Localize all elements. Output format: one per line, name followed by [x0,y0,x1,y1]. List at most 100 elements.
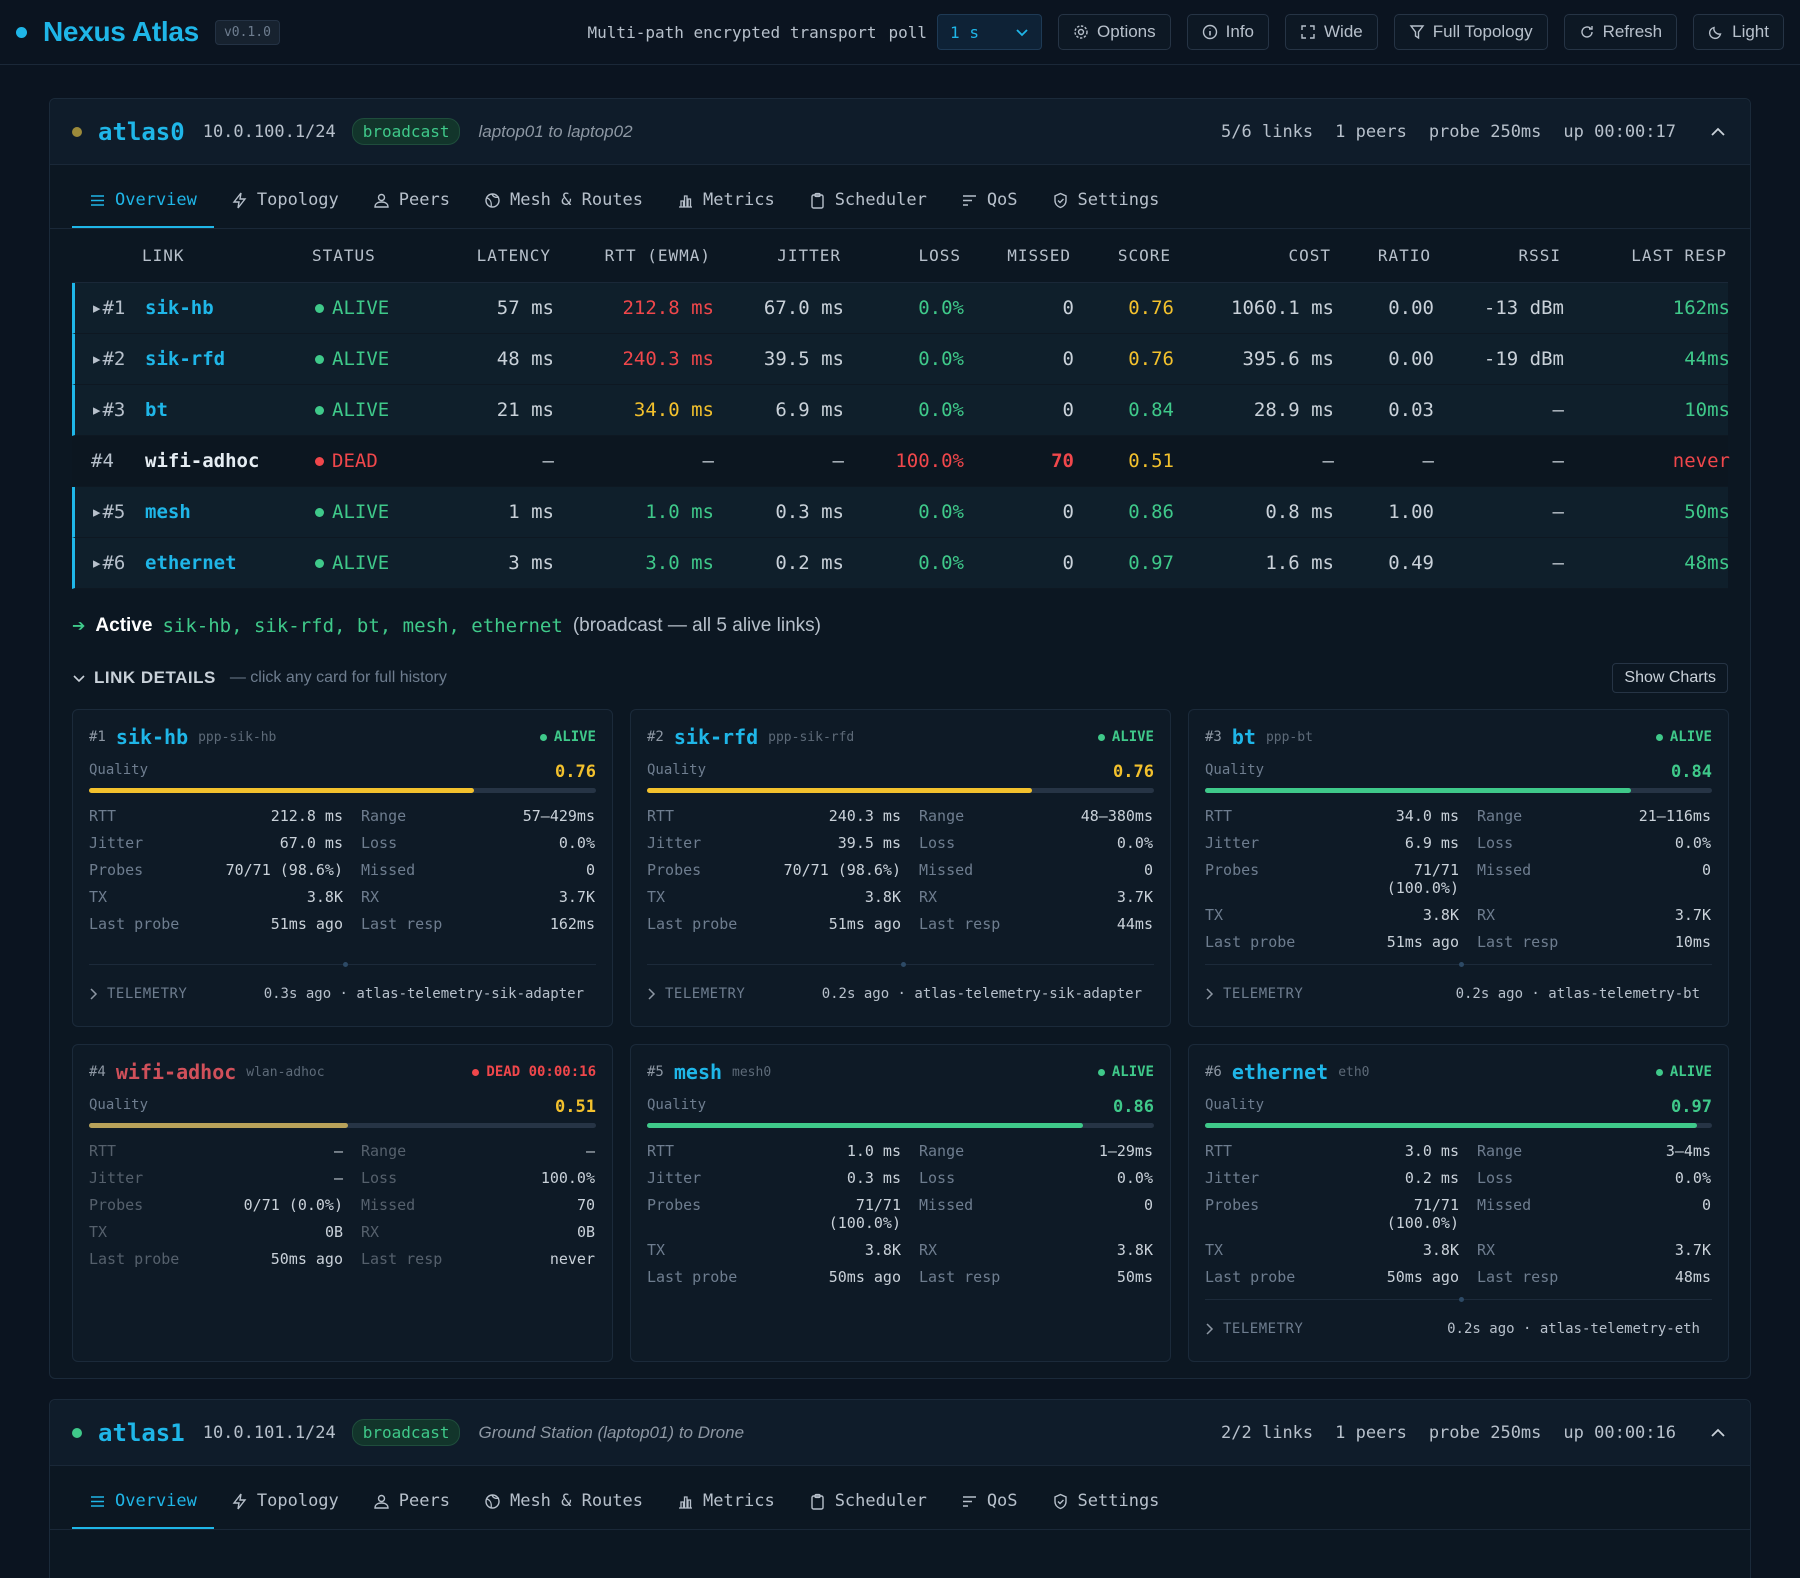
quality-bar-fill [1205,788,1631,793]
chevron-down-icon[interactable] [72,671,86,685]
globe-icon [485,1493,500,1509]
telemetry-source: 0.3s ago · atlas-telemetry-sik-adapter [263,986,584,1002]
kv-label: TX [647,888,666,906]
kv-label: Loss [361,1169,398,1187]
tab-peers[interactable]: Peers [356,190,467,228]
ratio-cell: 0.00 [1388,348,1434,370]
link-number: #4 [91,450,114,472]
links-table: LINK STATUS LATENCY RTT (EWMA) JITTER LO… [72,229,1730,589]
light-theme-button[interactable]: Light [1693,14,1784,50]
kv-label: Jitter [1205,834,1260,852]
tab-mesh-routes[interactable]: Mesh & Routes [467,1491,660,1529]
tab-label: Scheduler [834,190,927,210]
chevron-up-icon[interactable] [1708,122,1728,142]
link-card[interactable]: #6 ethernet eth0 ALIVE Quality 0.97 RTT … [1188,1044,1729,1362]
missed-value: 70 [576,1196,595,1214]
link-card[interactable]: #5 mesh mesh0 ALIVE Quality 0.86 RTT 1.0… [630,1044,1171,1362]
options-button[interactable]: Options [1058,14,1171,50]
column-header: RSSI [1518,246,1561,265]
link-card[interactable]: #2 sik-rfd ppp-sik-rfd ALIVE Quality 0.7… [630,709,1171,1027]
table-row[interactable]: ▸#6 ethernet ALIVE 3 ms 3.0 ms 0.2 ms 0.… [72,538,1730,589]
link-name: wifi-adhoc [145,450,260,472]
interface-tabs: Overview Topology Peers Mesh & Routes Me… [50,165,1750,229]
tab-mesh-routes[interactable]: Mesh & Routes [467,190,660,228]
link-card[interactable]: #3 bt ppp-bt ALIVE Quality 0.84 RTT 34.0… [1188,709,1729,1027]
tab-overview[interactable]: Overview [72,1491,214,1529]
tab-qos[interactable]: QoS [944,1491,1035,1529]
show-charts-button[interactable]: Show Charts [1612,663,1728,693]
table-row[interactable]: ▸#1 sik-hb ALIVE 57 ms 212.8 ms 67.0 ms … [72,283,1730,334]
last-resp-value: 162ms [549,915,595,933]
table-row[interactable]: #4 wifi-adhoc DEAD — — — 100.0% 70 0.51 … [72,436,1730,487]
kv-label: Loss [361,834,398,852]
missed-cell: 0 [1062,552,1074,574]
info-label: Info [1225,22,1254,41]
tab-topology[interactable]: Topology [214,190,356,228]
refresh-button[interactable]: Refresh [1563,14,1678,50]
link-card[interactable]: #4 wifi-adhoc wlan-adhoc DEAD 00:00:16 Q… [72,1044,613,1362]
range-value: 3–4ms [1665,1142,1711,1160]
tab-label: Overview [115,190,197,210]
jitter-value: 6.9 ms [1404,834,1459,852]
interface-header[interactable]: atlas0 10.0.100.1/24 broadcast laptop01 … [50,99,1750,165]
loss-value: 0.0% [1674,1169,1711,1187]
card-status-text: ALIVE [1111,729,1154,745]
kv-label: Range [1477,1142,1523,1160]
jitter-cell: — [832,450,844,472]
card-link-name: bt [1231,725,1256,749]
rtt-cell: 3.0 ms [645,552,714,574]
last-resp-value: never [549,1250,595,1268]
kv-label: TX [89,888,108,906]
tab-label: Topology [256,190,339,210]
quality-label: Quality [647,762,707,778]
clipboard-icon [810,192,824,209]
poll-select[interactable]: 1 s [937,14,1043,50]
card-device: eth0 [1338,1064,1370,1080]
table-row[interactable]: ▸#2 sik-rfd ALIVE 48 ms 240.3 ms 39.5 ms… [72,334,1730,385]
tab-settings[interactable]: Settings [1035,190,1177,228]
jitter-value: 67.0 ms [279,834,343,852]
table-row[interactable]: ▸#3 bt ALIVE 21 ms 34.0 ms 6.9 ms 0.0% 0… [72,385,1730,436]
kv-label: RTT [1205,807,1233,825]
gear-icon [1074,25,1088,39]
link-name: bt [145,399,168,421]
status-dot-icon [472,1068,480,1076]
tab-topology[interactable]: Topology [214,1491,356,1529]
status-dot-icon [315,405,324,415]
quality-bar [89,1123,596,1128]
full-topology-button[interactable]: Full Topology [1393,14,1548,50]
kv-label: Last probe [1205,933,1296,951]
tab-settings[interactable]: Settings [1035,1491,1177,1529]
tab-scheduler[interactable]: Scheduler [792,1491,944,1529]
interface-name: atlas1 [98,1418,185,1447]
info-button[interactable]: Info [1186,14,1269,50]
loss-value: 100.0% [540,1169,595,1187]
interface-header[interactable]: atlas1 10.0.101.1/24 broadcast Ground St… [50,1400,1750,1466]
loss-cell: 0.0% [918,552,964,574]
rssi-cell: -13 dBm [1483,297,1564,319]
active-link-names: sik-hb, sik-rfd, bt, mesh, ethernet [162,615,563,637]
app-title: Nexus Atlas [43,16,199,47]
telemetry-toggle[interactable]: TELEMETRY 0.2s ago · atlas-telemetry-sik… [647,986,1142,1002]
tab-metrics[interactable]: Metrics [660,1491,792,1529]
link-card[interactable]: #1 sik-hb ppp-sik-hb ALIVE Quality 0.76 … [72,709,613,1027]
tab-label: Scheduler [834,1491,927,1511]
card-status: ALIVE [1097,729,1154,745]
loss-value: 0.0% [558,834,595,852]
tab-overview[interactable]: Overview [72,190,214,228]
tab-metrics[interactable]: Metrics [660,190,792,228]
tab-peers[interactable]: Peers [356,1491,467,1529]
link-number: ▸#1 [91,297,126,319]
telemetry-toggle[interactable]: TELEMETRY 0.2s ago · atlas-telemetry-bt [1205,986,1700,1002]
wide-button[interactable]: Wide [1285,14,1378,50]
tab-label: Mesh & Routes [509,190,644,210]
interface-peers-count: 1 peers [1335,121,1407,142]
telemetry-source: 0.2s ago · atlas-telemetry-bt [1455,986,1700,1002]
tab-scheduler[interactable]: Scheduler [792,190,944,228]
telemetry-toggle[interactable]: TELEMETRY 0.2s ago · atlas-telemetry-eth [1205,1321,1700,1337]
table-row[interactable]: ▸#5 mesh ALIVE 1 ms 1.0 ms 0.3 ms 0.0% 0… [72,487,1730,538]
tab-qos[interactable]: QoS [944,190,1035,228]
kv-label: RX [361,888,380,906]
chevron-up-icon[interactable] [1708,1423,1728,1443]
telemetry-toggle[interactable]: TELEMETRY 0.3s ago · atlas-telemetry-sik… [89,986,584,1002]
